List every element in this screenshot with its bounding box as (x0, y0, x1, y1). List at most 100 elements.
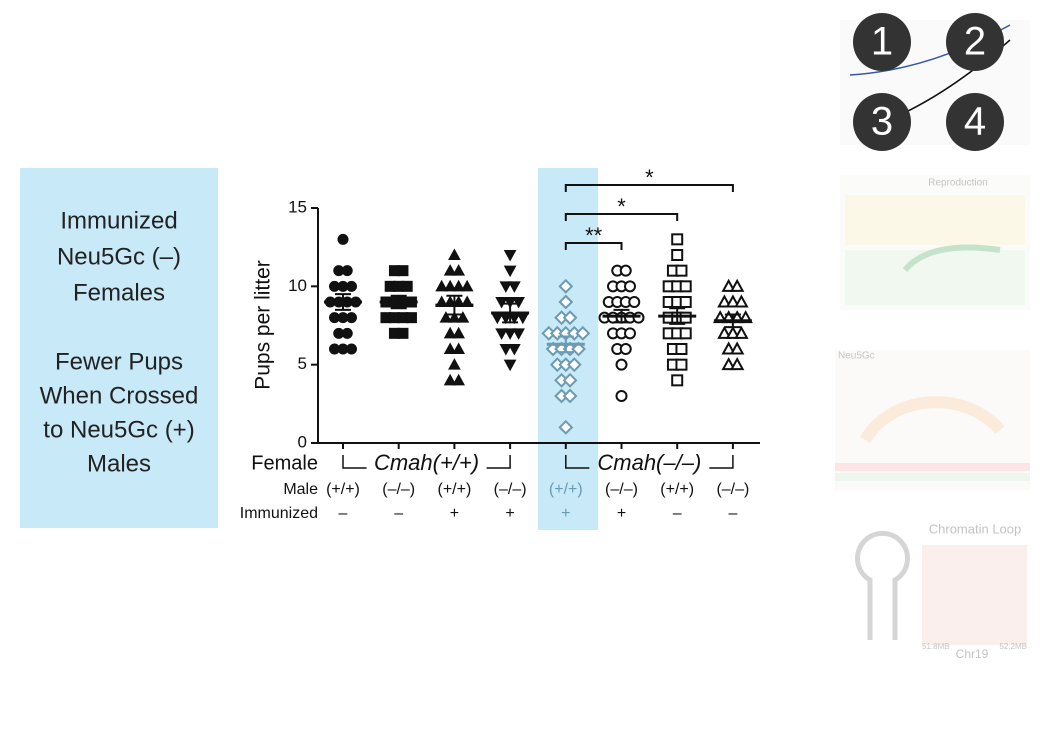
data-point (448, 248, 461, 260)
thumb-label: Chromatin Loop (929, 521, 1022, 536)
data-point (499, 344, 513, 356)
error-bar (335, 293, 351, 311)
error-bar (390, 294, 407, 310)
significance-label: ** (585, 223, 603, 248)
immunized-label: + (617, 505, 626, 522)
data-point (734, 325, 749, 339)
data-point (675, 358, 688, 371)
number-label: 4 (964, 100, 986, 144)
data-point (721, 341, 736, 355)
data-point (397, 327, 409, 339)
data-point (575, 325, 591, 341)
data-point (346, 343, 357, 355)
immunized-label: – (339, 505, 348, 522)
thumb-label: Neu5Gc (838, 351, 875, 362)
data-point (671, 233, 684, 246)
data-point (558, 294, 574, 310)
thumb-label: 52.2MB (999, 642, 1027, 651)
data-point (452, 264, 465, 276)
immunized-label: + (561, 505, 570, 522)
number-badge (946, 13, 1004, 71)
data-point (679, 327, 692, 340)
summary-text: Neu5Gc (–) (57, 243, 181, 270)
data-point (725, 325, 741, 339)
summary-text: Males (87, 450, 151, 477)
data-point (452, 279, 465, 292)
data-point (443, 264, 457, 276)
female-group-label: Cmah(+/+) (374, 450, 479, 475)
data-point (619, 264, 632, 277)
data-point (443, 326, 457, 339)
data-point (717, 294, 732, 308)
data-point (503, 297, 517, 309)
significance-label: * (645, 165, 654, 190)
error-bar (557, 335, 574, 354)
error-bar (446, 294, 463, 316)
y-tick-label: 5 (298, 354, 307, 373)
data-point (443, 279, 457, 292)
data-point (558, 419, 574, 435)
data-point (725, 294, 741, 308)
data-point (729, 278, 745, 292)
data-point (679, 296, 692, 308)
data-point (443, 342, 457, 354)
data-point (562, 388, 578, 404)
data-point (558, 278, 574, 294)
data-point (512, 297, 525, 309)
thumb-heatmap (922, 545, 1027, 645)
data-point (624, 280, 636, 293)
data-point (397, 265, 409, 277)
data-point (566, 357, 582, 373)
immunized-label: + (505, 505, 514, 522)
y-tick-label: 10 (288, 276, 307, 295)
data-point (671, 249, 684, 261)
significance-bracket (564, 213, 679, 221)
error-bar (613, 308, 630, 324)
data-point (516, 312, 530, 325)
thumb-label: Chr19 (956, 647, 989, 661)
male-label: (+/+) (326, 481, 360, 498)
data-point (346, 280, 357, 292)
data-point (729, 357, 745, 371)
number-badge (946, 93, 1004, 151)
immunized-label: – (728, 505, 737, 522)
data-point (675, 264, 688, 277)
data-point (503, 328, 517, 340)
summary-text: to Neu5Gc (+) (43, 416, 194, 443)
data-point (495, 328, 508, 340)
data-point (448, 358, 461, 370)
data-point (717, 325, 732, 339)
thumb-label: 51.8MB (922, 642, 950, 651)
thumb-panel (845, 195, 1025, 245)
y-tick-label: 0 (298, 432, 307, 451)
data-point (495, 297, 508, 309)
data-point (337, 233, 349, 245)
data-point (448, 311, 461, 323)
significance-bracket (564, 184, 734, 192)
data-point (679, 311, 692, 324)
row-label: Immunized (240, 505, 318, 522)
group-bracket (342, 455, 511, 469)
summary-text: When Crossed (40, 382, 199, 409)
data-point (346, 312, 357, 324)
y-axis-label: Pups per litter (252, 260, 275, 390)
error-bar (724, 313, 741, 329)
data-point (615, 390, 628, 402)
error-bar (669, 307, 686, 325)
data-point (405, 312, 417, 324)
male-label: (–/–) (716, 481, 749, 498)
thumb-reproduction (840, 175, 1030, 310)
data-point (401, 280, 413, 292)
significance-label: * (617, 194, 626, 219)
data-point (628, 296, 641, 308)
number-badge (853, 93, 911, 151)
thumb-bar (835, 463, 1030, 471)
data-point (452, 373, 465, 386)
data-point (341, 265, 353, 277)
data-point (508, 281, 521, 293)
data-point (508, 344, 521, 356)
y-tick-label: 15 (288, 197, 307, 216)
data-point (679, 280, 692, 293)
data-point (721, 278, 736, 292)
